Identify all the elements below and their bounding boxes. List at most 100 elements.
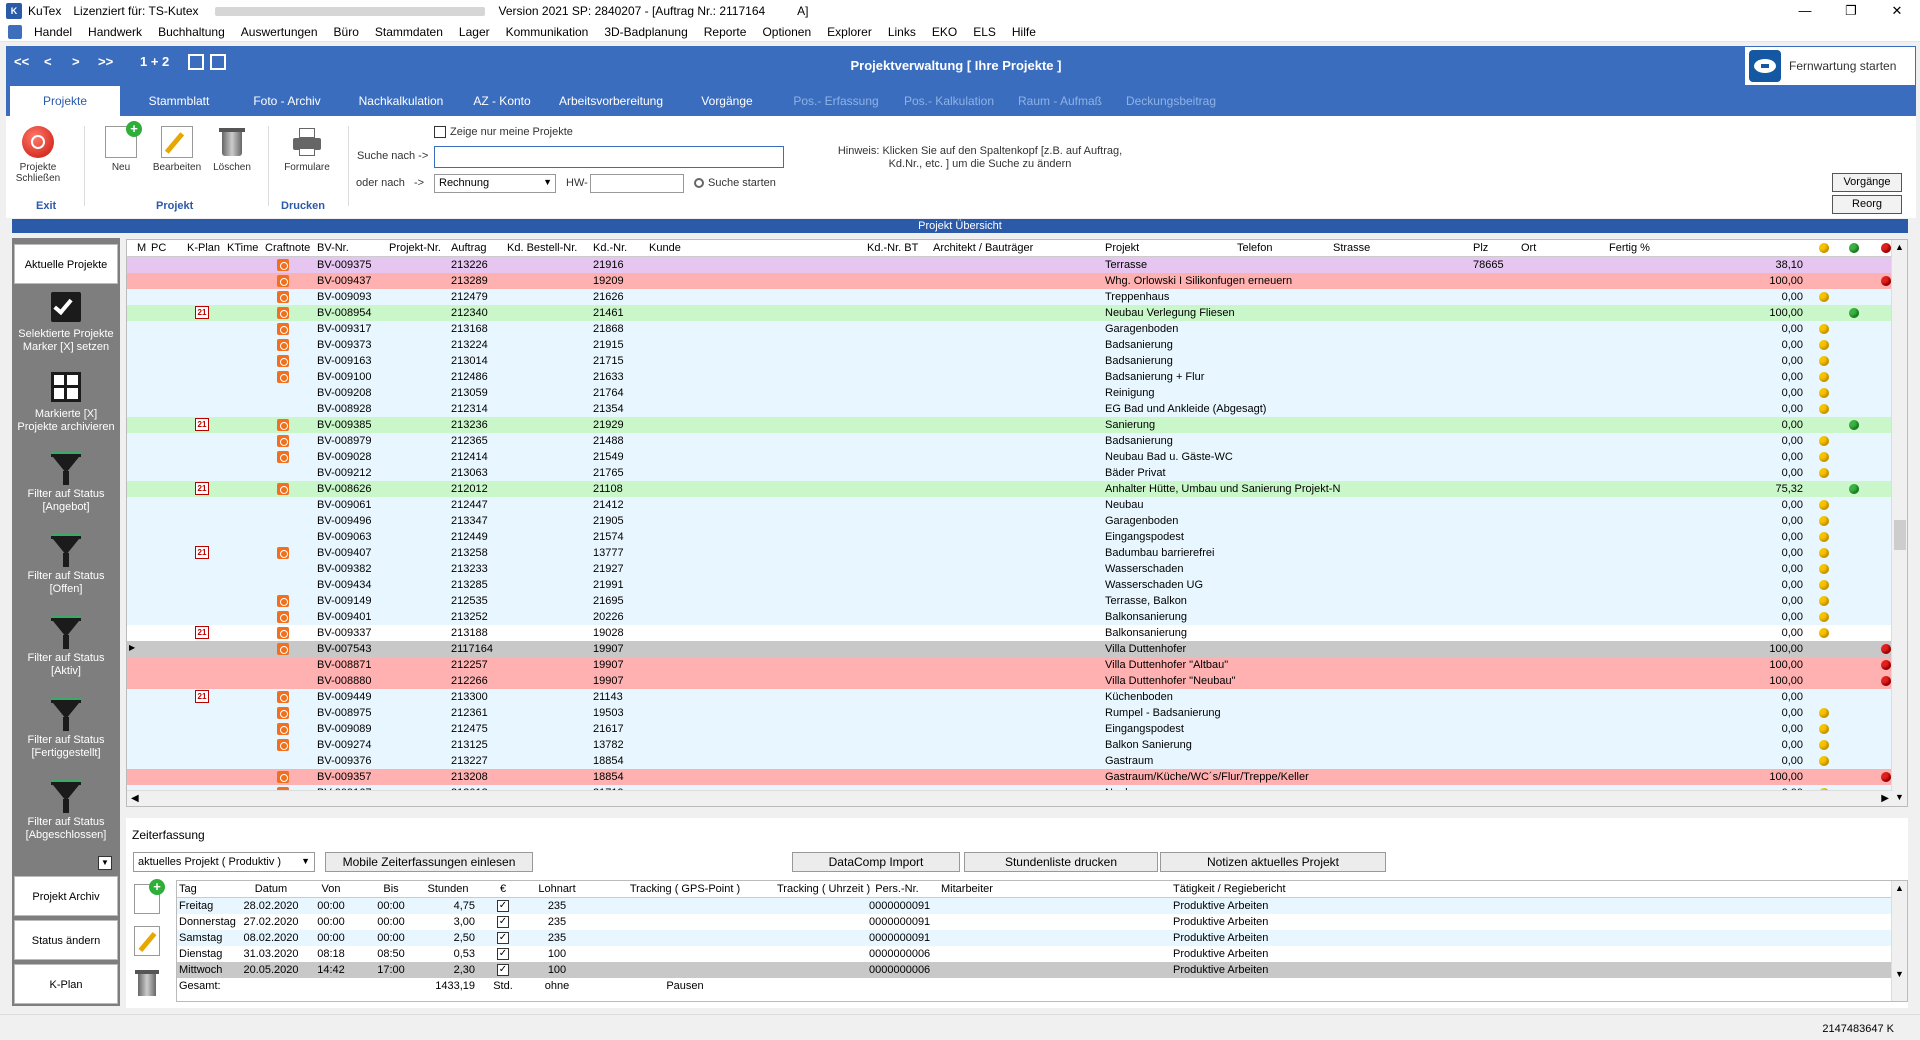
- craftnote-icon[interactable]: [277, 691, 289, 703]
- column-header[interactable]: Plz: [1473, 242, 1489, 254]
- new-button[interactable]: + Neu: [98, 121, 144, 173]
- tab-vorgaenge[interactable]: Vorgänge: [701, 94, 753, 108]
- status-header-dot-icon[interactable]: [1881, 243, 1891, 253]
- sidebar-scroll-down-icon[interactable]: ▼: [98, 856, 112, 870]
- status-change-button[interactable]: Status ändern: [14, 920, 118, 960]
- table-row[interactable]: BV-009437 213289 19209 Whg. Orlowski I Sili…: [127, 273, 1891, 289]
- nav-pages[interactable]: 1 + 2: [140, 54, 170, 69]
- filter-aktiv-button[interactable]: Filter auf Status [Aktiv]: [14, 616, 118, 678]
- datacomp-import-button[interactable]: DataComp Import: [792, 852, 960, 872]
- column-header[interactable]: PC: [151, 242, 167, 254]
- menu-optionen[interactable]: Optionen: [762, 24, 812, 39]
- craftnote-icon[interactable]: [277, 483, 289, 495]
- table-row[interactable]: ▶ BV-007543 2117164 19907 Villa Duttenhofer 1…: [127, 641, 1891, 657]
- time-entry-row[interactable]: Mittwoch 20.05.2020 14:42 17:00 2,30 ✓ 100 0000…: [177, 962, 1891, 978]
- tab-foto-archiv[interactable]: Foto - Archiv: [253, 94, 321, 108]
- craftnote-icon[interactable]: [277, 371, 289, 383]
- project-archive-button[interactable]: Projekt Archiv: [14, 876, 118, 916]
- time-column-header[interactable]: €: [499, 883, 507, 895]
- scroll-up-icon[interactable]: ▲: [1895, 242, 1904, 252]
- table-row[interactable]: BV-009063 212449 21574 Eingangspodest 0,00: [127, 529, 1891, 545]
- menu-lager[interactable]: Lager: [458, 24, 490, 39]
- current-projects-button[interactable]: Aktuelle Projekte: [14, 244, 118, 284]
- table-row[interactable]: BV-009089 212475 21617 Eingangspodest 0,00: [127, 721, 1891, 737]
- time-column-header[interactable]: Tracking ( Uhrzeit ): [777, 883, 871, 895]
- craftnote-icon[interactable]: [277, 547, 289, 559]
- column-header[interactable]: Ort: [1521, 242, 1537, 254]
- scroll-down-icon[interactable]: ▼: [1895, 969, 1904, 979]
- craftnote-icon[interactable]: [277, 339, 289, 351]
- table-row[interactable]: BV-008880 212266 19907 Villa Duttenhofer "N…: [127, 673, 1891, 689]
- menu-hilfe[interactable]: Hilfe: [1011, 24, 1036, 39]
- menu-eko[interactable]: EKO: [931, 24, 958, 39]
- table-row[interactable]: BV-009496 213347 21905 Garagenboden 0,00: [127, 513, 1891, 529]
- remote-support-button[interactable]: Fernwartung starten: [1744, 46, 1916, 86]
- table-row[interactable]: BV-008975 212361 19503 Rumpel - Badsanierun…: [127, 705, 1891, 721]
- restore-icon[interactable]: ❐: [1845, 3, 1857, 18]
- column-header[interactable]: K-Plan: [187, 242, 221, 254]
- column-header[interactable]: Projekt-Nr.: [389, 242, 441, 254]
- time-column-header[interactable]: Tag: [179, 883, 197, 895]
- delete-button[interactable]: Löschen: [208, 126, 256, 173]
- menu-stammdaten[interactable]: Stammdaten: [374, 24, 443, 39]
- time-column-header[interactable]: Tätigkeit / Regiebericht: [1173, 883, 1286, 895]
- table-row[interactable]: BV-009208 213059 21764 Reinigung 0,00: [127, 385, 1891, 401]
- scroll-down-icon[interactable]: ▼: [1895, 792, 1904, 802]
- time-column-header[interactable]: Datum: [254, 883, 288, 895]
- table-row[interactable]: BV-009100 212486 21633 Badsanierung + Flur 0…: [127, 369, 1891, 385]
- time-entry-row[interactable]: Donnerstag 27.02.2020 00:00 00:00 3,00 ✓ 235 00…: [177, 914, 1891, 930]
- craftnote-icon[interactable]: [277, 259, 289, 271]
- menu-handwerk[interactable]: Handwerk: [88, 24, 143, 39]
- table-row[interactable]: BV-009434 213285 21991 Wasserschaden UG 0,00: [127, 577, 1891, 593]
- craftnote-icon[interactable]: [277, 451, 289, 463]
- time-column-header[interactable]: Von: [321, 883, 341, 895]
- menu-links[interactable]: Links: [887, 24, 916, 39]
- calendar-icon[interactable]: 21: [195, 546, 209, 559]
- column-header[interactable]: Craftnote: [265, 242, 311, 254]
- search-field-select[interactable]: Rechnung ▼: [434, 174, 556, 193]
- calendar-icon[interactable]: 21: [195, 482, 209, 495]
- scroll-right-icon[interactable]: ▶: [1881, 793, 1889, 804]
- nav-last-button[interactable]: >>: [98, 54, 114, 69]
- table-row[interactable]: 21 BV-009385 213236 21929 Sanierung 0,00: [127, 417, 1891, 433]
- window-icon[interactable]: [210, 54, 226, 70]
- column-header[interactable]: M: [137, 242, 147, 254]
- minimize-icon[interactable]: —: [1798, 3, 1812, 18]
- craftnote-icon[interactable]: [277, 627, 289, 639]
- time-entry-row[interactable]: Samstag 08.02.2020 00:00 00:00 2,50 ✓ 235 00000…: [177, 930, 1891, 946]
- edit-entry-icon[interactable]: [134, 926, 160, 956]
- tab-az-konto[interactable]: AZ - Konto: [473, 94, 531, 108]
- column-header[interactable]: Projekt: [1105, 242, 1140, 254]
- table-row[interactable]: 21 BV-008954 212340 21461 Neubau Verlegung F…: [127, 305, 1891, 321]
- column-header[interactable]: Auftrag: [451, 242, 487, 254]
- time-entry-row[interactable]: Freitag 28.02.2020 00:00 00:00 4,75 ✓ 235 00000…: [177, 898, 1891, 914]
- column-header[interactable]: Kd. Bestell-Nr.: [507, 242, 578, 254]
- reorg-button[interactable]: Reorg: [1832, 195, 1902, 214]
- layout-icon[interactable]: [188, 54, 204, 70]
- calendar-icon[interactable]: 21: [195, 418, 209, 431]
- nav-prev-button[interactable]: <: [44, 54, 52, 69]
- craftnote-icon[interactable]: [277, 291, 289, 303]
- scroll-up-icon[interactable]: ▲: [1895, 883, 1904, 893]
- column-header[interactable]: Architekt / Bauträger: [933, 242, 1034, 254]
- time-column-header[interactable]: Tracking ( GPS-Point ): [629, 883, 741, 895]
- craftnote-icon[interactable]: [277, 355, 289, 367]
- close-icon[interactable]: ✕: [1891, 3, 1903, 18]
- kplan-button[interactable]: K-Plan: [14, 964, 118, 1004]
- table-row[interactable]: 21 BV-009337 213188 19028 Balkonsanierung 0,0…: [127, 625, 1891, 641]
- only-mine-checkbox[interactable]: [434, 126, 446, 138]
- nav-next-button[interactable]: >: [72, 54, 80, 69]
- table-row[interactable]: BV-008979 212365 21488 Badsanierung 0,00: [127, 433, 1891, 449]
- column-header[interactable]: Telefon: [1237, 242, 1273, 254]
- forms-button[interactable]: Formulare: [278, 126, 336, 173]
- calendar-icon[interactable]: 21: [195, 306, 209, 319]
- column-header[interactable]: Kd.-Nr.: [593, 242, 628, 254]
- table-row[interactable]: BV-009149 212535 21695 Terrasse, Balkon 0,00: [127, 593, 1891, 609]
- table-row[interactable]: 21 BV-009407 213258 13777 Badumbau barrieref…: [127, 545, 1891, 561]
- close-projects-button[interactable]: Projekte Schließen: [10, 126, 66, 184]
- craftnote-icon[interactable]: [277, 723, 289, 735]
- grid-vscroll-thumb[interactable]: [1894, 520, 1906, 550]
- craftnote-icon[interactable]: [277, 643, 289, 655]
- column-header[interactable]: KTime: [227, 242, 259, 254]
- table-row[interactable]: BV-008871 212257 19907 Villa Duttenhofer "A…: [127, 657, 1891, 673]
